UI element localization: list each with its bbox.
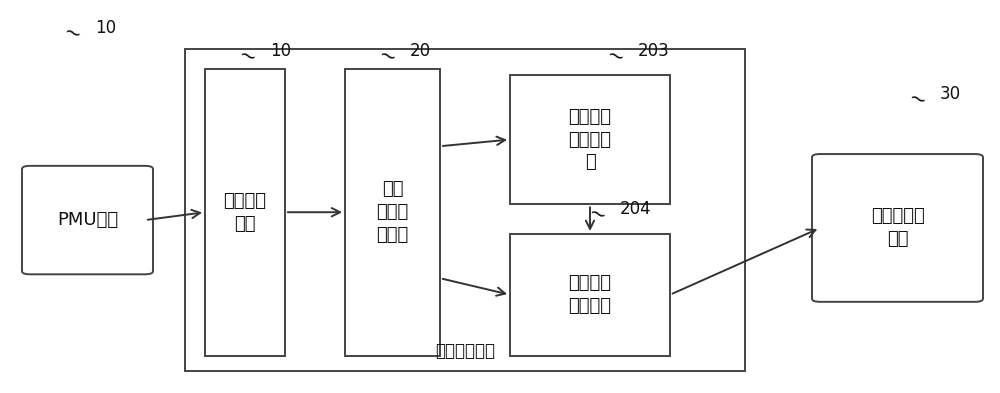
Text: ~: ~: [60, 21, 84, 46]
Text: 204: 204: [620, 200, 652, 218]
Text: 数据处理平台: 数据处理平台: [435, 342, 495, 360]
Text: 30: 30: [940, 85, 961, 103]
Text: 203: 203: [638, 42, 670, 60]
Text: ~: ~: [585, 202, 609, 228]
Text: ~: ~: [905, 88, 929, 113]
Text: PMU装置: PMU装置: [57, 211, 118, 229]
Bar: [205, 69, 285, 356]
Bar: [510, 234, 670, 356]
Text: 10: 10: [95, 18, 116, 37]
Text: ~: ~: [235, 44, 259, 70]
Bar: [345, 69, 440, 356]
Bar: [185, 49, 745, 371]
Text: 应用软件服
务器: 应用软件服 务器: [871, 208, 924, 248]
Bar: [510, 75, 670, 204]
Text: 通信接口
模块: 通信接口 模块: [224, 192, 266, 233]
FancyBboxPatch shape: [812, 154, 983, 302]
Text: 振荡中心
识别服务
器: 振荡中心 识别服务 器: [568, 108, 612, 171]
Text: ~: ~: [603, 44, 627, 70]
Text: 特征信息
采集装置: 特征信息 采集装置: [568, 274, 612, 315]
Text: 数据
预处理
服务器: 数据 预处理 服务器: [376, 180, 409, 244]
Text: ~: ~: [375, 44, 399, 70]
Text: 20: 20: [410, 42, 431, 60]
Text: 10: 10: [270, 42, 291, 60]
FancyBboxPatch shape: [22, 166, 153, 274]
